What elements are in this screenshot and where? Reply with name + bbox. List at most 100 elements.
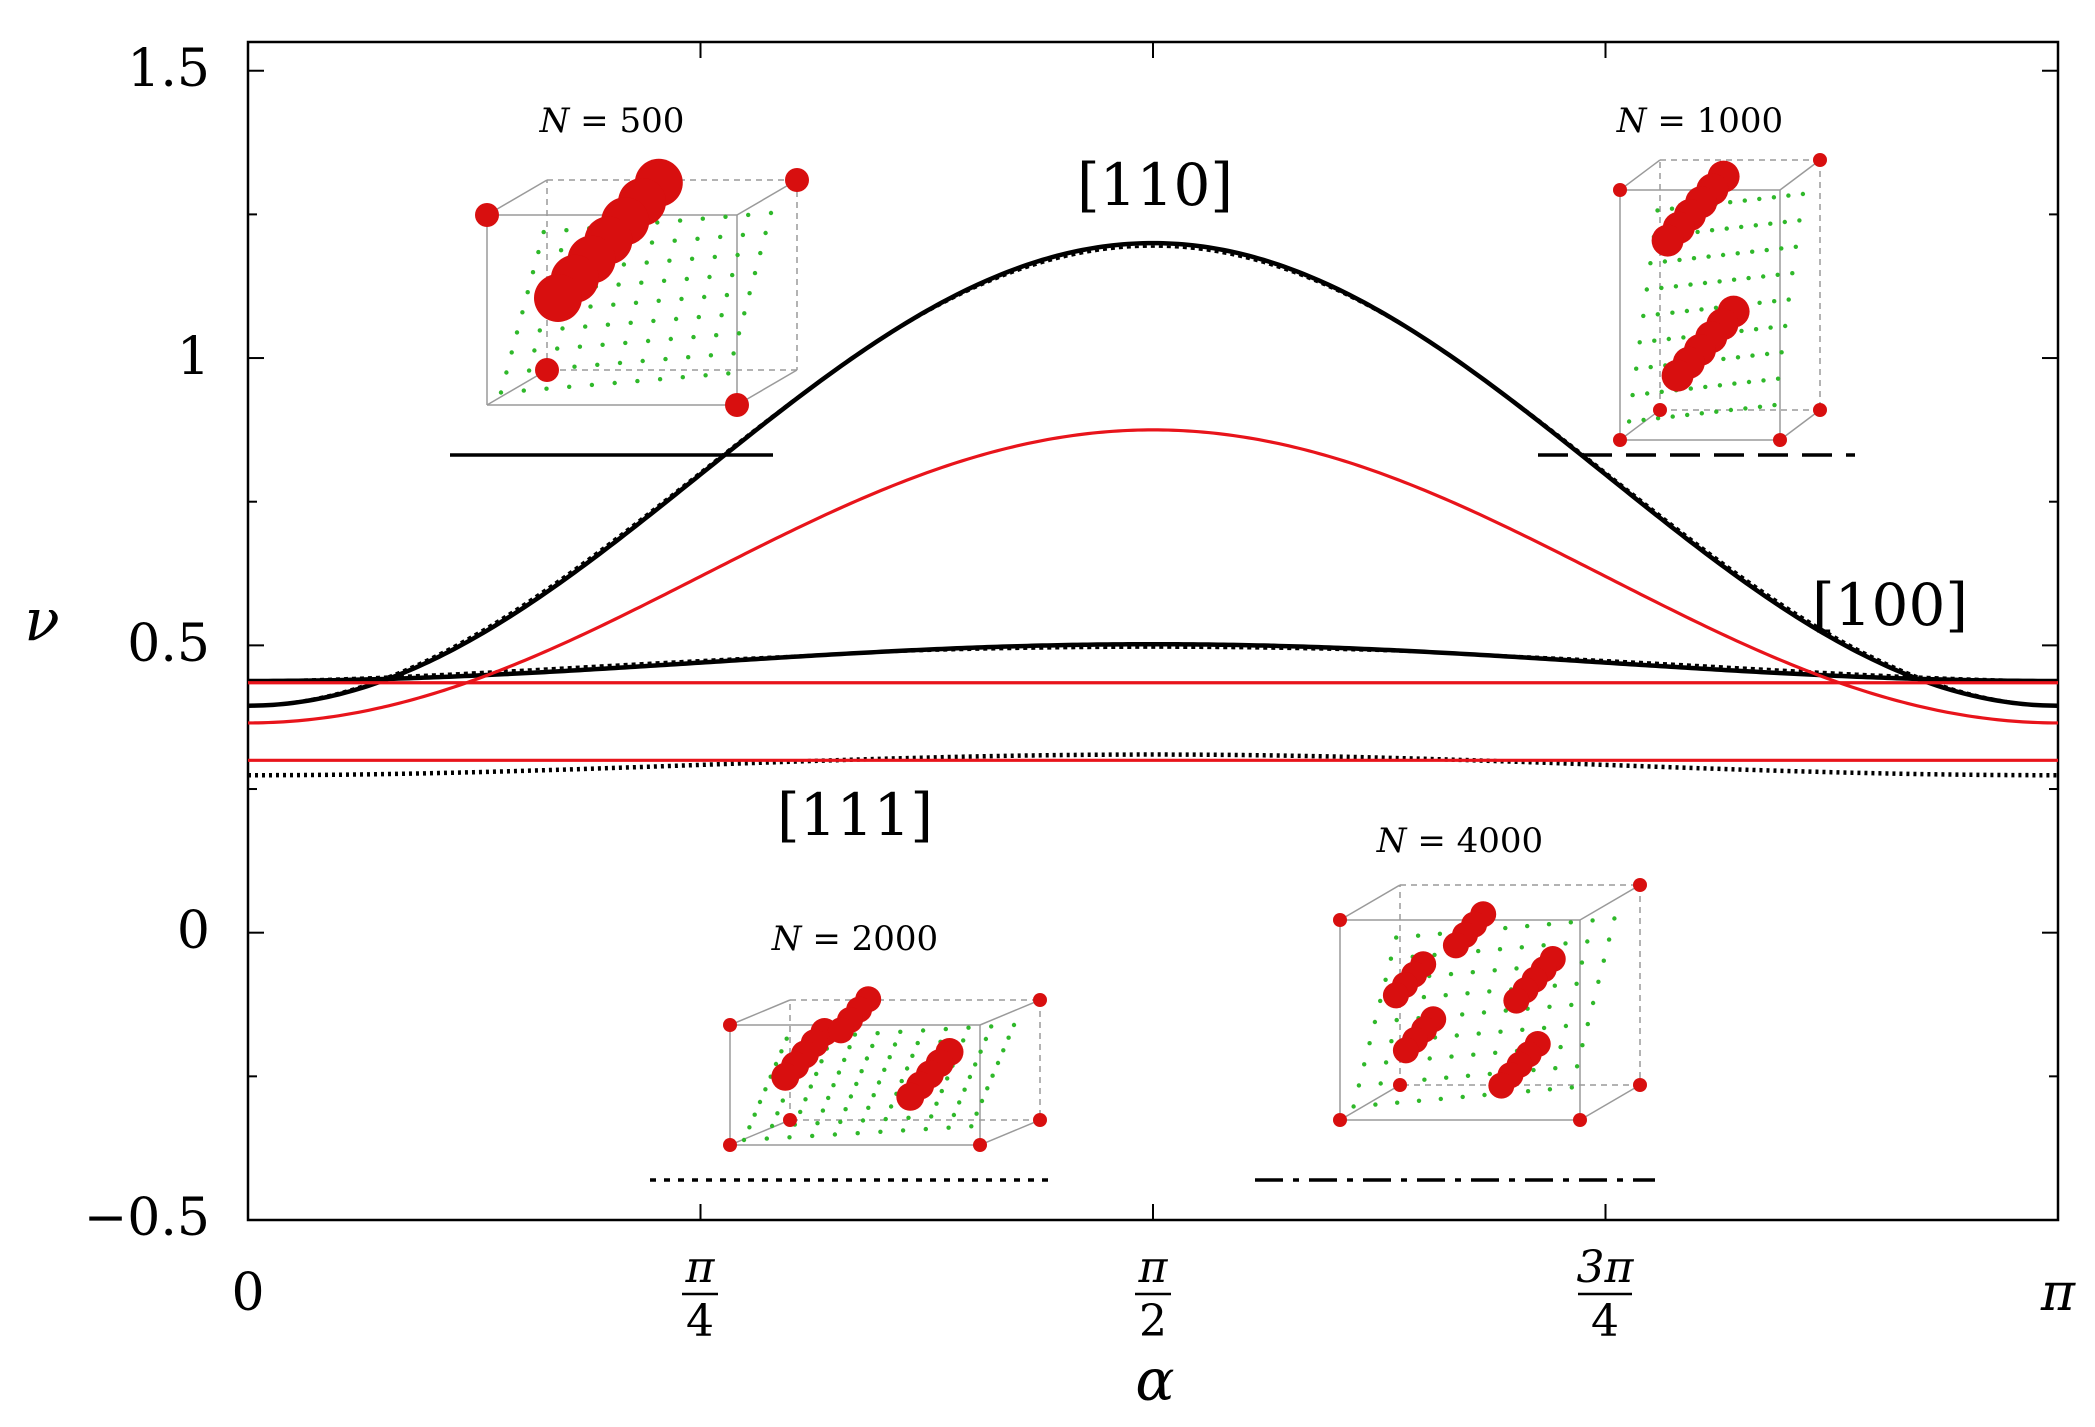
lattice-dot <box>989 1024 994 1029</box>
cube-edge <box>729 999 791 1026</box>
lattice-dot <box>757 1099 763 1105</box>
lattice-dot <box>1768 221 1773 226</box>
lattice-dot <box>1670 310 1675 315</box>
cube-edge <box>729 1119 791 1146</box>
y-axis-label: ν <box>24 586 59 654</box>
lattice-dot <box>1481 1010 1487 1015</box>
corner-atom <box>723 1018 737 1032</box>
lattice-dot <box>866 1105 871 1111</box>
cube-edge <box>979 1119 1041 1146</box>
lattice-dot <box>1790 271 1795 276</box>
lattice-dot <box>769 1123 775 1129</box>
lattice-dot <box>526 368 532 373</box>
lattice-dot <box>1422 1077 1427 1082</box>
lattice-dot <box>719 313 724 318</box>
lattice-dot <box>1783 323 1788 329</box>
x-tick-denominator: 2 <box>1139 1296 1167 1347</box>
lattice-dot <box>1432 952 1437 958</box>
lattice-dot <box>1498 1029 1503 1034</box>
lattice-dot <box>1742 198 1748 203</box>
lattice-dot <box>623 340 628 346</box>
corner-atom <box>1813 153 1827 167</box>
lattice-dot <box>605 322 611 327</box>
lattice-dot <box>1641 417 1646 423</box>
lattice-dot <box>1465 1073 1471 1079</box>
cube-edge <box>1619 409 1661 441</box>
lattice-dot <box>537 328 542 333</box>
corner-atom <box>783 1113 797 1127</box>
lattice-dot <box>1735 355 1741 360</box>
lattice-dot <box>633 300 639 305</box>
lattice-dot <box>714 333 719 338</box>
lattice-dot <box>768 210 774 216</box>
defect-atom <box>896 1082 925 1111</box>
lattice-dot <box>814 1071 819 1077</box>
lattice-dot <box>852 1032 858 1037</box>
lattice-dot <box>1691 256 1697 261</box>
lattice-dot <box>1383 977 1388 982</box>
lattice-dot <box>752 270 758 276</box>
lattice-dot <box>1677 257 1682 263</box>
defect-atom <box>1503 987 1530 1014</box>
lattice-dot <box>1444 1075 1449 1080</box>
lattice-dot <box>1590 1000 1596 1006</box>
series-line-1-variant <box>247 646 2059 683</box>
lattice-dot <box>564 228 569 233</box>
lattice-dot <box>718 234 723 240</box>
lattice-dot <box>673 316 679 322</box>
lattice-dot <box>1761 378 1766 383</box>
lattice-dot <box>1520 1027 1525 1033</box>
x-tick-label-pi-4: π 4 <box>682 1242 718 1347</box>
lattice-dot <box>1470 970 1476 975</box>
lattice-dot <box>1717 279 1722 284</box>
lattice-dot <box>883 1116 888 1122</box>
lattice-dot <box>1702 280 1708 286</box>
lattice-dot <box>1720 252 1726 258</box>
x-tick-label-0: 0 <box>231 1263 264 1323</box>
lattice-dot <box>1786 297 1791 302</box>
lattice-dot <box>1662 259 1668 264</box>
y-tick-label-1: 1 <box>177 327 210 387</box>
lattice-dot <box>1800 191 1806 197</box>
lattice-dot <box>1721 356 1726 362</box>
lattice-dot <box>832 1132 838 1137</box>
lattice-dot <box>1569 1002 1574 1008</box>
y-tick-label-0.5: 0.5 <box>127 614 210 674</box>
lattice-illustration-n1000 <box>1613 153 1827 447</box>
lattice-dot <box>1553 1066 1558 1071</box>
y-tick-label-minus-0.5: −0.5 <box>84 1188 210 1248</box>
inset-n2000: N = 2000 <box>650 919 1055 1182</box>
lattice-dot <box>1634 366 1639 371</box>
lattice-dot <box>815 1121 820 1126</box>
lattice-dot <box>679 296 684 302</box>
lattice-dot <box>810 1133 815 1139</box>
lattice-dot <box>906 1115 911 1121</box>
lattice-dot <box>836 1070 842 1075</box>
lattice-dot <box>747 1125 752 1130</box>
lattice-dot <box>860 1118 866 1123</box>
lattice-dot <box>1739 224 1744 230</box>
lattice-dot <box>1373 1102 1378 1107</box>
direction-label-111: [111] <box>777 781 933 849</box>
lattice-dot <box>651 318 656 324</box>
lattice-dot <box>525 290 530 295</box>
lattice-dot <box>752 1112 757 1117</box>
lattice-dot <box>1685 412 1690 418</box>
lattice-dot <box>640 358 645 364</box>
lattice-dot <box>946 1125 951 1130</box>
inset-n500: N = 500 <box>450 101 809 457</box>
lattice-dot <box>521 388 526 393</box>
lattice-dot <box>560 326 565 331</box>
lattice-dot <box>842 1057 847 1063</box>
lattice-dot <box>798 1109 803 1115</box>
lattice-dot <box>1771 195 1777 200</box>
lattice-dot <box>892 1042 898 1047</box>
lattice-dot <box>820 1108 826 1113</box>
lattice-dot <box>1372 1019 1378 1025</box>
inset-label-n500: N = 500 <box>539 101 685 141</box>
lattice-dot <box>656 298 661 303</box>
lattice-dot <box>1655 208 1660 213</box>
lattice-dot <box>764 1136 769 1141</box>
lattice-dot <box>544 386 549 391</box>
lattice-dot <box>1764 247 1769 253</box>
